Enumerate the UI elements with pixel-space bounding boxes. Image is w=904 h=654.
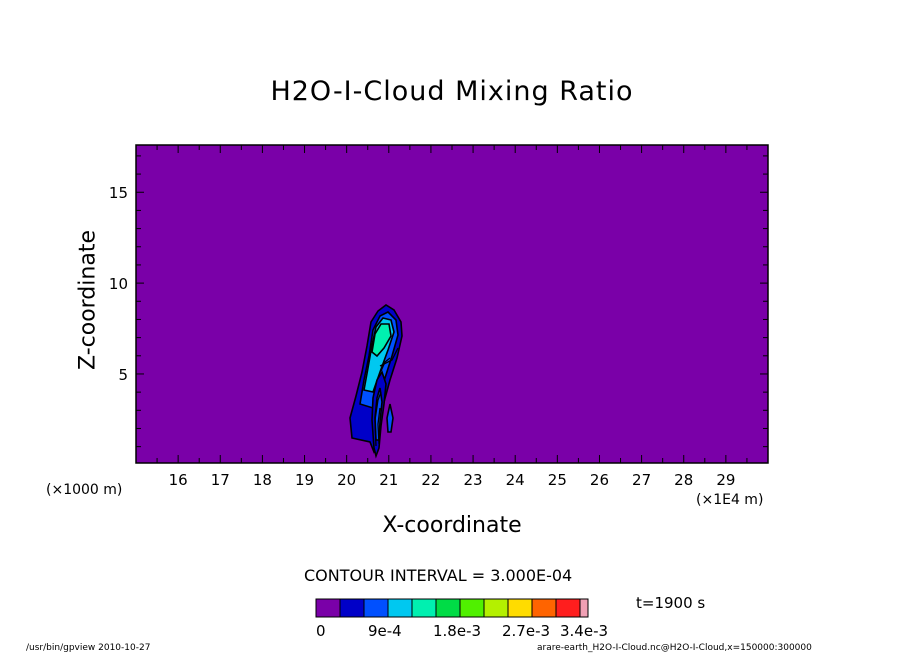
plot-area [135,144,769,464]
colorbar [315,598,589,618]
x-tick-label: 28 [674,471,693,489]
x-tick-label: 23 [464,471,483,489]
colorbar-swatch [531,598,557,618]
contour-line [380,357,391,372]
contour-region [386,403,394,433]
x-tick-unit-label: (×1E4 m) [696,492,764,508]
x-tick-label: 19 [295,471,314,489]
contour-region [371,323,392,358]
x-tick-label: 18 [253,471,272,489]
x-tick-label: 27 [632,471,651,489]
x-tick-label: 26 [590,471,609,489]
cloud-contours [349,304,403,459]
colorbar-swatch [387,598,413,618]
colorbar-swatch [339,598,365,618]
x-unit-label: (×1000 m) [46,482,123,498]
colorbar-label: 3.4e-3 [560,622,609,640]
x-tick-label: 16 [169,471,188,489]
x-tick-label: 25 [548,471,567,489]
contour-interval-label: CONTOUR INTERVAL = 3.000E-04 [304,566,573,585]
colorbar-swatch [435,598,461,618]
footer-left: /usr/bin/gpview 2010-10-27 [26,643,151,653]
y-axis-label: Z-coordinate [75,230,101,370]
colorbar-label: 2.7e-3 [502,622,551,640]
chart-title: H2O-I-Cloud Mixing Ratio [270,76,634,107]
contour-line [374,391,382,447]
time-label: t=1900 s [636,594,706,612]
colorbar-swatch [483,598,509,618]
axis-ticks: 16 17 18 19 20 21 22 23 24 25 26 27 28 29 5 10 15 [109,145,768,489]
x-tick-label: 22 [421,471,440,489]
x-tick-label: 29 [716,471,735,489]
x-tick-label: 20 [337,471,356,489]
y-tick-label: 10 [109,275,128,293]
x-tick-label: 17 [211,471,230,489]
colorbar-label: 9e-4 [368,622,402,640]
colorbar-swatch [411,598,437,618]
y-tick-label: 15 [109,184,128,202]
y-tick-label: 5 [118,366,128,384]
colorbar-swatch [459,598,485,618]
x-tick-label: 21 [379,471,398,489]
colorbar-swatch [555,598,581,618]
colorbar-label: 1.8e-3 [433,622,482,640]
contour-line [377,407,381,445]
contour-line [379,347,399,367]
x-axis-label: X-coordinate [382,513,522,538]
colorbar-swatch [579,598,589,618]
colorbar-label: 0 [316,622,326,640]
colorbar-swatch [507,598,533,618]
colorbar-swatch [315,598,341,618]
colorbar-swatch [363,598,389,618]
x-tick-label: 24 [506,471,525,489]
footer-right: arare-earth_H2O-I-Cloud.nc@H2O-I-Cloud,x… [537,643,812,653]
